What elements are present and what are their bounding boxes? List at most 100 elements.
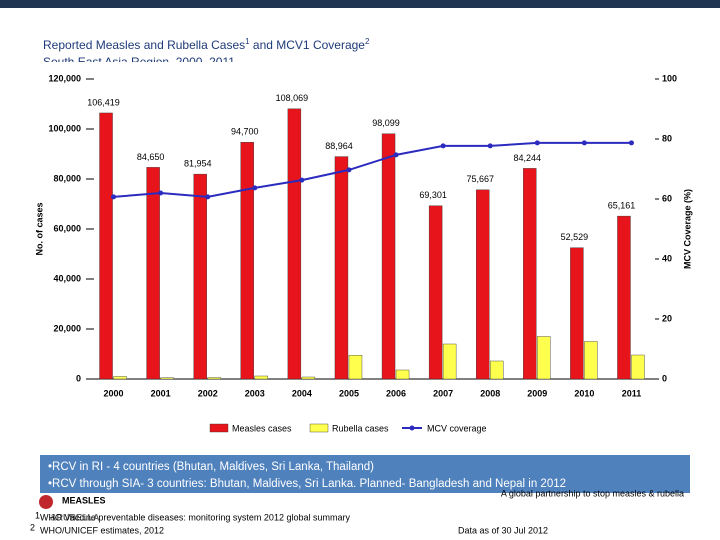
note: •RCV in RI - 4 countries (Bhutan, Maldiv… [48,461,374,473]
title-part: Reported Measles and Rubella Cases [43,38,245,52]
bar-value-label: 75,667 [466,174,494,184]
mcv-point [487,143,493,149]
clip-cover [40,62,680,72]
logo-text: &RUBELLA [50,512,100,522]
legend-label: Rubella cases [332,423,389,433]
footnote-marker: 2 [30,522,35,532]
bar-value-label: 106,419 [87,97,120,107]
footnote: WHO/UNICEF estimates, 2012 [40,525,164,535]
bar-value-label: 98,099 [372,118,400,128]
bar [631,354,645,380]
x-tick-label: 2006 [386,388,406,398]
x-tick-label: 2007 [433,388,453,398]
mcv-point [628,140,634,146]
y-tick-label: 60,000 [53,223,81,233]
bar [99,112,113,380]
bar [207,377,221,380]
bar [523,168,537,380]
title-sup: 1 [245,37,250,46]
bar [428,205,443,380]
legend-swatch [409,425,415,431]
y-tick-label: 100,000 [48,123,81,133]
mcv-point [158,190,164,196]
mcv-point [299,177,305,183]
bar [476,189,490,380]
bar-value-label: 52,529 [561,232,589,242]
x-tick-label: 2011 [622,388,642,398]
bar-value-label: 88,964 [325,141,353,151]
bar [617,215,631,380]
y-axis-label: No. of cases [34,202,44,255]
legend-label: MCV coverage [427,423,487,433]
logo-text: MEASLES [62,495,106,505]
bar [146,167,160,380]
bar-value-label: 84,650 [137,152,165,162]
x-tick-label: 2010 [574,388,594,398]
legend-swatch [309,423,329,433]
x-tick-label: 2001 [151,388,171,398]
bar [537,336,551,380]
x-tick-label: 2005 [339,388,359,398]
x-tick-label: 2003 [245,388,265,398]
top-bar [0,0,720,8]
bar-value-label: 94,700 [231,127,259,137]
date-note: Data as of 30 Jul 2012 [458,525,548,535]
bar [334,156,349,380]
bar [442,343,457,380]
y2-axis-label: MCV Coverage (%) [682,189,692,269]
bar [240,142,254,380]
legend-label: Measles cases [232,423,292,433]
note: •RCV through SIA- 3 countries: Bhutan, M… [48,478,566,490]
x-tick-label: 2000 [104,388,124,398]
x-tick-label: 2004 [292,388,312,398]
bar [348,355,363,380]
bar [287,108,302,380]
y2-tick-label: 80 [662,133,672,143]
bar [301,376,316,380]
mcv-point [534,140,540,146]
y2-tick-label: 40 [662,253,672,263]
x-tick-label: 2009 [527,388,547,398]
y2-tick-label: 100 [662,73,677,83]
bar [381,133,396,380]
bar [584,341,598,380]
bar [160,377,174,380]
y2-tick-label: 0 [662,373,667,383]
chart-title: Reported Measles and Rubella Cases1 and … [43,37,370,52]
logo-tagline: A global partnership to stop measles & r… [501,488,684,498]
bar [395,369,410,380]
y2-tick-label: 60 [662,193,672,203]
bar [254,375,268,380]
legend-swatch [209,423,229,433]
y-tick-label: 120,000 [48,73,81,83]
title-part: and MCV1 Coverage [250,38,366,52]
y-tick-label: 40,000 [53,273,81,283]
mcv-point [111,194,117,200]
bar [490,360,504,380]
bar-value-label: 84,244 [514,153,542,163]
mcv-point [393,152,399,158]
bar [193,173,207,380]
bar-value-label: 65,161 [608,200,636,210]
y2-tick-label: 20 [662,313,672,323]
mcv-point [581,140,587,146]
title-sup: 2 [365,37,370,46]
x-tick-label: 2002 [198,388,218,398]
bar-value-label: 69,301 [419,190,447,200]
mcv-point [346,167,352,173]
mcv-line [113,141,632,198]
y-tick-label: 0 [76,373,81,383]
y-tick-label: 20,000 [53,323,81,333]
x-tick-label: 2008 [480,388,500,398]
mcv-point [440,143,446,149]
bar [113,376,127,380]
notes-box [40,455,690,493]
y-tick-label: 80,000 [53,173,81,183]
bar-value-label: 108,069 [276,93,309,103]
mcv-point [252,185,258,191]
footnote: WHO Vaccine preventable diseases: monito… [40,512,350,522]
bar [570,247,584,380]
mcv-point [205,194,211,200]
bar-value-label: 81,954 [184,158,212,168]
